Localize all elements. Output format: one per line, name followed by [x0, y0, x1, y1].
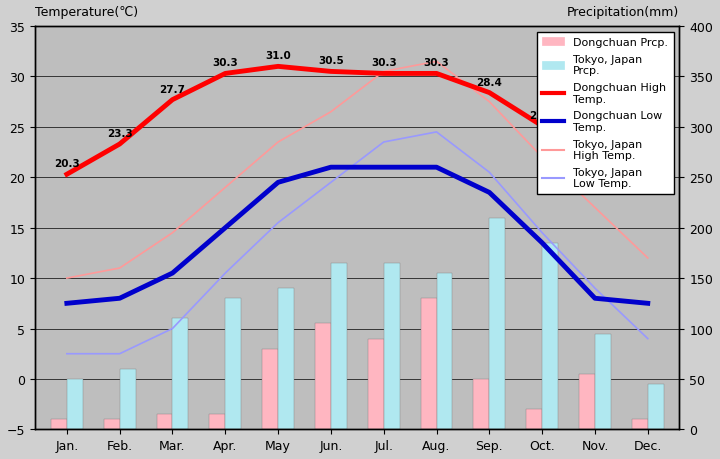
Text: 30.3: 30.3: [423, 58, 449, 68]
Bar: [67, 379, 83, 430]
Text: 28.4: 28.4: [477, 78, 503, 87]
Bar: [384, 263, 400, 430]
Text: 25.1: 25.1: [529, 111, 555, 121]
Bar: [595, 334, 611, 430]
Legend: Dongchuan Prcp., Tokyo, Japan
Prcp., Dongchuan High
Temp., Dongchuan Low
Temp., : Dongchuan Prcp., Tokyo, Japan Prcp., Don…: [536, 33, 674, 195]
Bar: [262, 349, 278, 430]
Bar: [490, 218, 505, 430]
Bar: [436, 274, 452, 430]
Bar: [173, 319, 189, 430]
Bar: [331, 263, 347, 430]
Bar: [104, 420, 120, 430]
Text: 20.0: 20.0: [635, 162, 661, 172]
Bar: [648, 384, 664, 430]
Bar: [420, 299, 436, 430]
Text: 23.3: 23.3: [107, 129, 132, 139]
Text: Temperature(℃): Temperature(℃): [35, 6, 138, 19]
Bar: [368, 339, 384, 430]
Text: 23.4: 23.4: [582, 128, 608, 138]
Bar: [225, 299, 241, 430]
Text: 20.3: 20.3: [54, 159, 80, 169]
Bar: [278, 289, 294, 430]
Bar: [632, 420, 648, 430]
Text: 31.0: 31.0: [265, 51, 291, 61]
Bar: [51, 420, 67, 430]
Bar: [526, 409, 542, 430]
Text: 30.3: 30.3: [371, 58, 397, 68]
Bar: [542, 243, 558, 430]
Bar: [474, 379, 490, 430]
Text: 27.7: 27.7: [159, 84, 186, 95]
Text: 30.3: 30.3: [212, 58, 238, 68]
Bar: [315, 324, 331, 430]
Text: Precipitation(mm): Precipitation(mm): [567, 6, 680, 19]
Bar: [210, 414, 225, 430]
Bar: [579, 374, 595, 430]
Bar: [157, 414, 173, 430]
Text: 30.5: 30.5: [318, 56, 343, 66]
Bar: [120, 369, 135, 430]
